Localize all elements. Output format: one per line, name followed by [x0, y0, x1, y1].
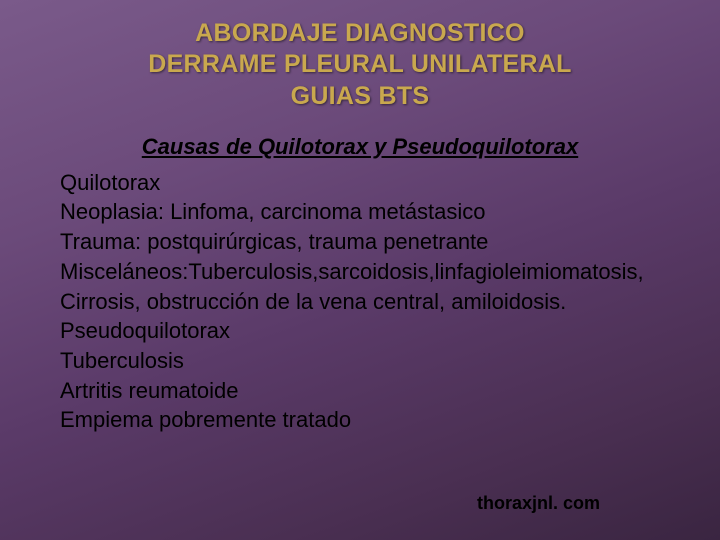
- slide: ABORDAJE DIAGNOSTICO DERRAME PLEURAL UNI…: [0, 0, 720, 540]
- body-line: Empiema pobremente tratado: [60, 405, 660, 435]
- body-line: Tuberculosis: [60, 346, 660, 376]
- section-subtitle: Causas de Quilotorax y Pseudoquilotorax: [60, 134, 660, 160]
- title-line-2: DERRAME PLEURAL UNILATERAL: [60, 49, 660, 80]
- body-line: Cirrosis, obstrucción de la vena central…: [60, 287, 660, 317]
- body-line: Neoplasia: Linfoma, carcinoma metástasic…: [60, 197, 660, 227]
- body-line: Artritis reumatoide: [60, 376, 660, 406]
- body-line: Trauma: postquirúrgicas, trauma penetran…: [60, 227, 660, 257]
- title-line-3: GUIAS BTS: [60, 81, 660, 112]
- body-line: Misceláneos:Tuberculosis,sarcoidosis,lin…: [60, 257, 660, 287]
- title-block: ABORDAJE DIAGNOSTICO DERRAME PLEURAL UNI…: [60, 18, 660, 112]
- body-line: Pseudoquilotorax: [60, 316, 660, 346]
- title-line-1: ABORDAJE DIAGNOSTICO: [60, 18, 660, 49]
- footer-citation: thoraxjnl. com: [477, 493, 600, 514]
- body-line: Quilotorax: [60, 168, 660, 198]
- body-text: Quilotorax Neoplasia: Linfoma, carcinoma…: [60, 168, 660, 435]
